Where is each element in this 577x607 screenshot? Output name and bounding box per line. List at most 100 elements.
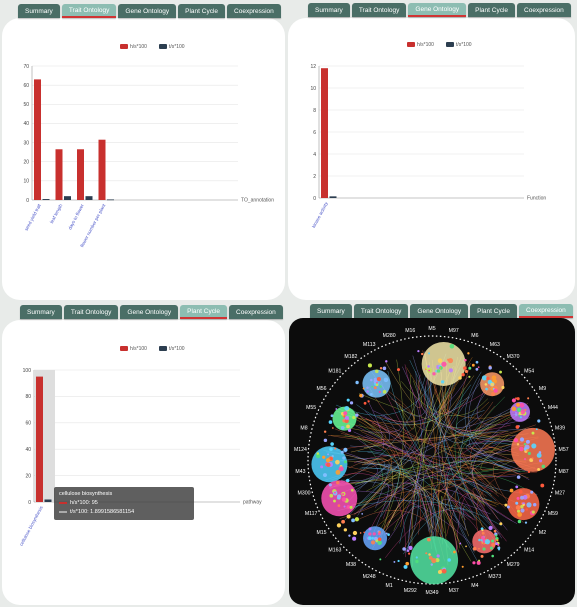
tab-coexpression[interactable]: Coexpression <box>229 305 283 319</box>
gene-node <box>516 407 522 412</box>
legend-item-series2[interactable]: t/s*100 <box>158 44 185 50</box>
gene-node <box>329 456 333 461</box>
gene-node <box>343 505 346 508</box>
gene-node <box>491 391 496 396</box>
tab-gene-ontology[interactable]: Gene Ontology <box>410 304 469 318</box>
coexpression-network[interactable]: M5 M97 M6 M63 M370 M54 M9 M44 M39 M57 M87 M27 M59 M2 M… <box>289 318 575 605</box>
chart-legend[interactable]: h/s*100 t/s*100 <box>120 346 185 352</box>
module-label: M57 <box>559 447 569 453</box>
tab-trait-ontology[interactable]: Trait Ontology <box>63 305 119 319</box>
gene-node <box>322 455 326 459</box>
gene-node <box>372 532 376 536</box>
gene-node <box>535 428 538 431</box>
gene-node <box>511 398 516 403</box>
tab-gene-ontology[interactable]: Gene Ontology <box>118 4 177 18</box>
tab-trait-ontology[interactable]: Trait Ontology <box>353 304 409 318</box>
tab-plant-cycle[interactable]: Plant Cycle <box>178 4 226 18</box>
network-edge <box>357 451 400 517</box>
legend-item-series1[interactable]: h/s*100 <box>120 44 147 50</box>
tab-coexpression[interactable]: Coexpression <box>517 3 571 17</box>
network-edge <box>337 500 503 527</box>
bar-series2 <box>44 499 52 502</box>
gene-node <box>407 552 411 555</box>
gene-node <box>480 554 484 558</box>
network-edge <box>331 422 406 480</box>
legend-item-series2[interactable]: t/s*100 <box>445 42 472 48</box>
module-label: M14 <box>524 547 534 553</box>
network-edge <box>323 449 461 549</box>
gene-node <box>513 438 519 443</box>
gene-node <box>504 503 508 507</box>
gene-node <box>491 375 497 380</box>
tab-summary[interactable]: Summary <box>20 305 62 319</box>
gene-node <box>330 442 334 446</box>
tab-plant-cycle[interactable]: Plant Cycle <box>470 304 518 318</box>
gene-node <box>468 366 472 370</box>
gene-node <box>520 409 526 415</box>
gene-node <box>493 388 498 393</box>
gene-node <box>337 494 342 499</box>
gene-node <box>323 430 327 433</box>
x-category-label: days to flower <box>67 203 85 231</box>
tab-summary[interactable]: Summary <box>18 4 60 18</box>
gene-node <box>533 503 537 507</box>
tab-gene-ontology[interactable]: Gene Ontology <box>120 305 179 319</box>
y-tick-label: 40 <box>25 447 31 453</box>
legend-label: h/s*100 <box>130 44 147 50</box>
module-label: M87 <box>559 469 569 475</box>
gene-node <box>427 365 430 368</box>
chart-legend[interactable]: h/s*100 t/s*100 <box>407 42 472 48</box>
gene-node <box>471 363 475 367</box>
gene-node <box>520 508 525 513</box>
gene-node <box>333 499 336 503</box>
legend-item-series1[interactable]: h/s*100 <box>120 346 147 352</box>
chart-legend[interactable]: h/s*100 t/s*100 <box>120 44 185 50</box>
module-label: M300 <box>298 490 311 496</box>
gene-node <box>437 570 442 575</box>
gene-node <box>355 380 359 385</box>
module-label: M59 <box>548 511 558 517</box>
network-edge <box>364 463 419 553</box>
y-tick-label: 60 <box>23 83 29 89</box>
gene-node <box>495 542 498 546</box>
trait-ontology-panel: 0 10 20 30 40 50 60 70 seed yield trait leaf leng… <box>2 18 285 300</box>
tab-coexpression[interactable]: Coexpression <box>227 4 281 18</box>
gene-node <box>368 532 372 536</box>
gene-node <box>371 536 375 540</box>
tab-summary[interactable]: Summary <box>308 3 350 17</box>
gene-node <box>478 559 481 562</box>
gene-node <box>340 426 345 430</box>
tab-plant-cycle[interactable]: Plant Cycle <box>180 305 228 319</box>
gene-node <box>531 457 534 460</box>
bar-series2 <box>64 196 71 200</box>
tab-plant-cycle[interactable]: Plant Cycle <box>468 3 516 17</box>
network-edge <box>365 418 499 491</box>
tab-coexpression[interactable]: Coexpression <box>519 304 573 318</box>
tab-gene-ontology[interactable]: Gene Ontology <box>408 3 467 17</box>
plant-chart: 0 20 40 60 80 100 cellulose biosynthesis pathwa… <box>19 368 263 547</box>
legend-item-series1[interactable]: h/s*100 <box>407 42 434 48</box>
legend-item-series2[interactable]: t/s*100 <box>158 346 185 352</box>
gene-node <box>331 427 334 429</box>
gene-node <box>448 358 454 364</box>
tab-trait-ontology[interactable]: Trait Ontology <box>351 3 407 17</box>
tab-summary[interactable]: Summary <box>310 304 352 318</box>
tab-trait-ontology[interactable]: Trait Ontology <box>61 4 117 18</box>
module-label: M181 <box>328 369 341 375</box>
gene-node <box>323 473 327 478</box>
gene-node <box>491 554 495 558</box>
gene-node <box>427 537 431 542</box>
gene-node <box>496 539 499 542</box>
gene-node <box>341 492 345 496</box>
gene-node <box>352 530 358 536</box>
gene-node <box>526 449 529 452</box>
gene-node <box>516 496 520 500</box>
module-label: M16 <box>405 328 415 334</box>
module-label: M5 <box>428 326 435 332</box>
y-tick-label: 40 <box>23 121 29 127</box>
network-edge <box>383 414 430 532</box>
network-edge <box>359 467 439 526</box>
module-label: M39 <box>555 426 565 432</box>
gene-node <box>437 358 443 363</box>
legend-label: t/s*100 <box>168 346 185 352</box>
